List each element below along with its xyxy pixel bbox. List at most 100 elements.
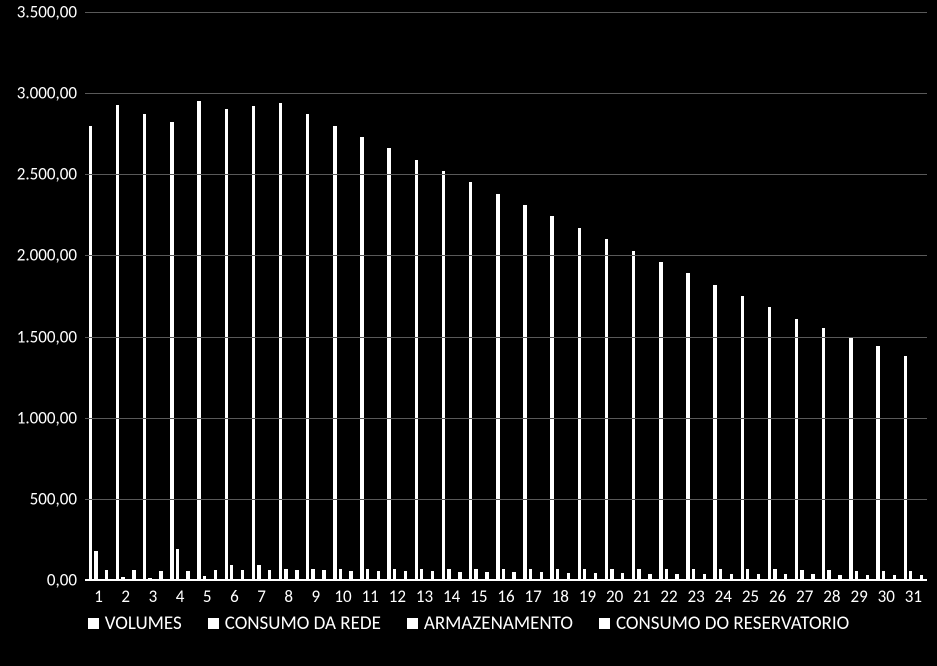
- bar: [631, 251, 636, 580]
- bar: [142, 114, 147, 580]
- bar: [88, 126, 93, 580]
- bar-group: [468, 12, 490, 580]
- y-tick-label: 1.500,00: [17, 326, 85, 347]
- bar: [495, 194, 500, 580]
- x-tick-label: 2: [121, 580, 130, 607]
- bar: [848, 338, 853, 580]
- legend-swatch: [407, 618, 418, 629]
- x-tick-label: 3: [149, 580, 158, 607]
- bar-group: [821, 12, 843, 580]
- bar: [685, 273, 690, 580]
- bar: [577, 228, 582, 580]
- bar: [169, 122, 174, 580]
- plot-area: 0,00500,001.000,001.500,002.000,002.500,…: [85, 12, 927, 580]
- bar: [224, 109, 229, 580]
- bar: [903, 356, 908, 580]
- x-tick-label: 12: [389, 580, 406, 607]
- bar: [740, 296, 745, 580]
- legend-label: CONSUMO DA REDE: [225, 612, 381, 635]
- y-tick-label: 2.500,00: [17, 164, 85, 185]
- bar-group: [848, 12, 870, 580]
- x-tick-label: 15: [470, 580, 487, 607]
- bar-group: [386, 12, 408, 580]
- y-tick-label: 2.000,00: [17, 245, 85, 266]
- bar-group: [794, 12, 816, 580]
- x-tick-label: 30: [878, 580, 895, 607]
- y-tick-label: 3.000,00: [17, 83, 85, 104]
- bar: [93, 551, 98, 580]
- bar-group: [604, 12, 626, 580]
- bar: [115, 105, 120, 580]
- y-tick-label: 3.500,00: [17, 2, 85, 23]
- x-tick-label: 29: [850, 580, 867, 607]
- bar-group: [278, 12, 300, 580]
- x-tick-label: 28: [823, 580, 840, 607]
- x-tick-label: 6: [230, 580, 239, 607]
- bar: [359, 137, 364, 580]
- gridline: [85, 174, 927, 175]
- bar-group: [196, 12, 218, 580]
- x-tick-label: 25: [742, 580, 759, 607]
- x-tick-label: 17: [525, 580, 542, 607]
- bar: [821, 328, 826, 580]
- bar-group: [224, 12, 246, 580]
- gridline: [85, 255, 927, 256]
- bar-group: [712, 12, 734, 580]
- x-tick-label: 24: [715, 580, 732, 607]
- x-tick-label: 5: [203, 580, 212, 607]
- y-tick-label: 0,00: [47, 570, 85, 591]
- x-tick-label: 26: [769, 580, 786, 607]
- bar: [794, 319, 799, 580]
- legend-swatch: [208, 618, 219, 629]
- bar: [251, 106, 256, 580]
- legend-item: CONSUMO DA REDE: [208, 612, 381, 635]
- bar: [441, 171, 446, 580]
- bar: [414, 160, 419, 580]
- x-tick-label: 20: [606, 580, 623, 607]
- bar-group: [359, 12, 381, 580]
- bar-group: [169, 12, 191, 580]
- x-tick-label: 1: [94, 580, 103, 607]
- bar-group: [522, 12, 544, 580]
- bar-group: [549, 12, 571, 580]
- bar: [712, 285, 717, 580]
- x-tick-label: 8: [284, 580, 293, 607]
- legend-item: CONSUMO DO RESERVATORIO: [599, 612, 849, 635]
- x-tick-label: 18: [552, 580, 569, 607]
- bar: [305, 114, 310, 580]
- gridline: [85, 93, 927, 94]
- legend-label: ARMAZENAMENTO: [424, 612, 573, 635]
- bar-group: [115, 12, 137, 580]
- bar: [386, 148, 391, 580]
- x-tick-label: 23: [688, 580, 705, 607]
- legend-label: VOLUMES: [105, 612, 182, 635]
- x-tick-label: 9: [312, 580, 321, 607]
- bar-group: [251, 12, 273, 580]
- gridline: [85, 337, 927, 338]
- bar: [875, 346, 880, 580]
- x-tick-label: 4: [176, 580, 185, 607]
- bar-group: [332, 12, 354, 580]
- gridline: [85, 418, 927, 419]
- bar-group: [495, 12, 517, 580]
- x-tick-label: 7: [257, 580, 266, 607]
- bar-group: [441, 12, 463, 580]
- bar: [196, 101, 201, 580]
- legend-item: ARMAZENAMENTO: [407, 612, 573, 635]
- gridline: [85, 12, 927, 13]
- bar-group: [767, 12, 789, 580]
- bar-group: [631, 12, 653, 580]
- bar-group: [414, 12, 436, 580]
- x-tick-label: 22: [660, 580, 677, 607]
- x-tick-label: 14: [443, 580, 460, 607]
- bar-group: [577, 12, 599, 580]
- bar-group: [305, 12, 327, 580]
- bar: [658, 262, 663, 580]
- y-tick-label: 1.000,00: [17, 407, 85, 428]
- bar: [229, 565, 234, 580]
- bar: [256, 565, 261, 580]
- x-tick-label: 11: [362, 580, 379, 607]
- legend-swatch: [599, 618, 610, 629]
- x-tick-label: 27: [796, 580, 813, 607]
- bar-group: [685, 12, 707, 580]
